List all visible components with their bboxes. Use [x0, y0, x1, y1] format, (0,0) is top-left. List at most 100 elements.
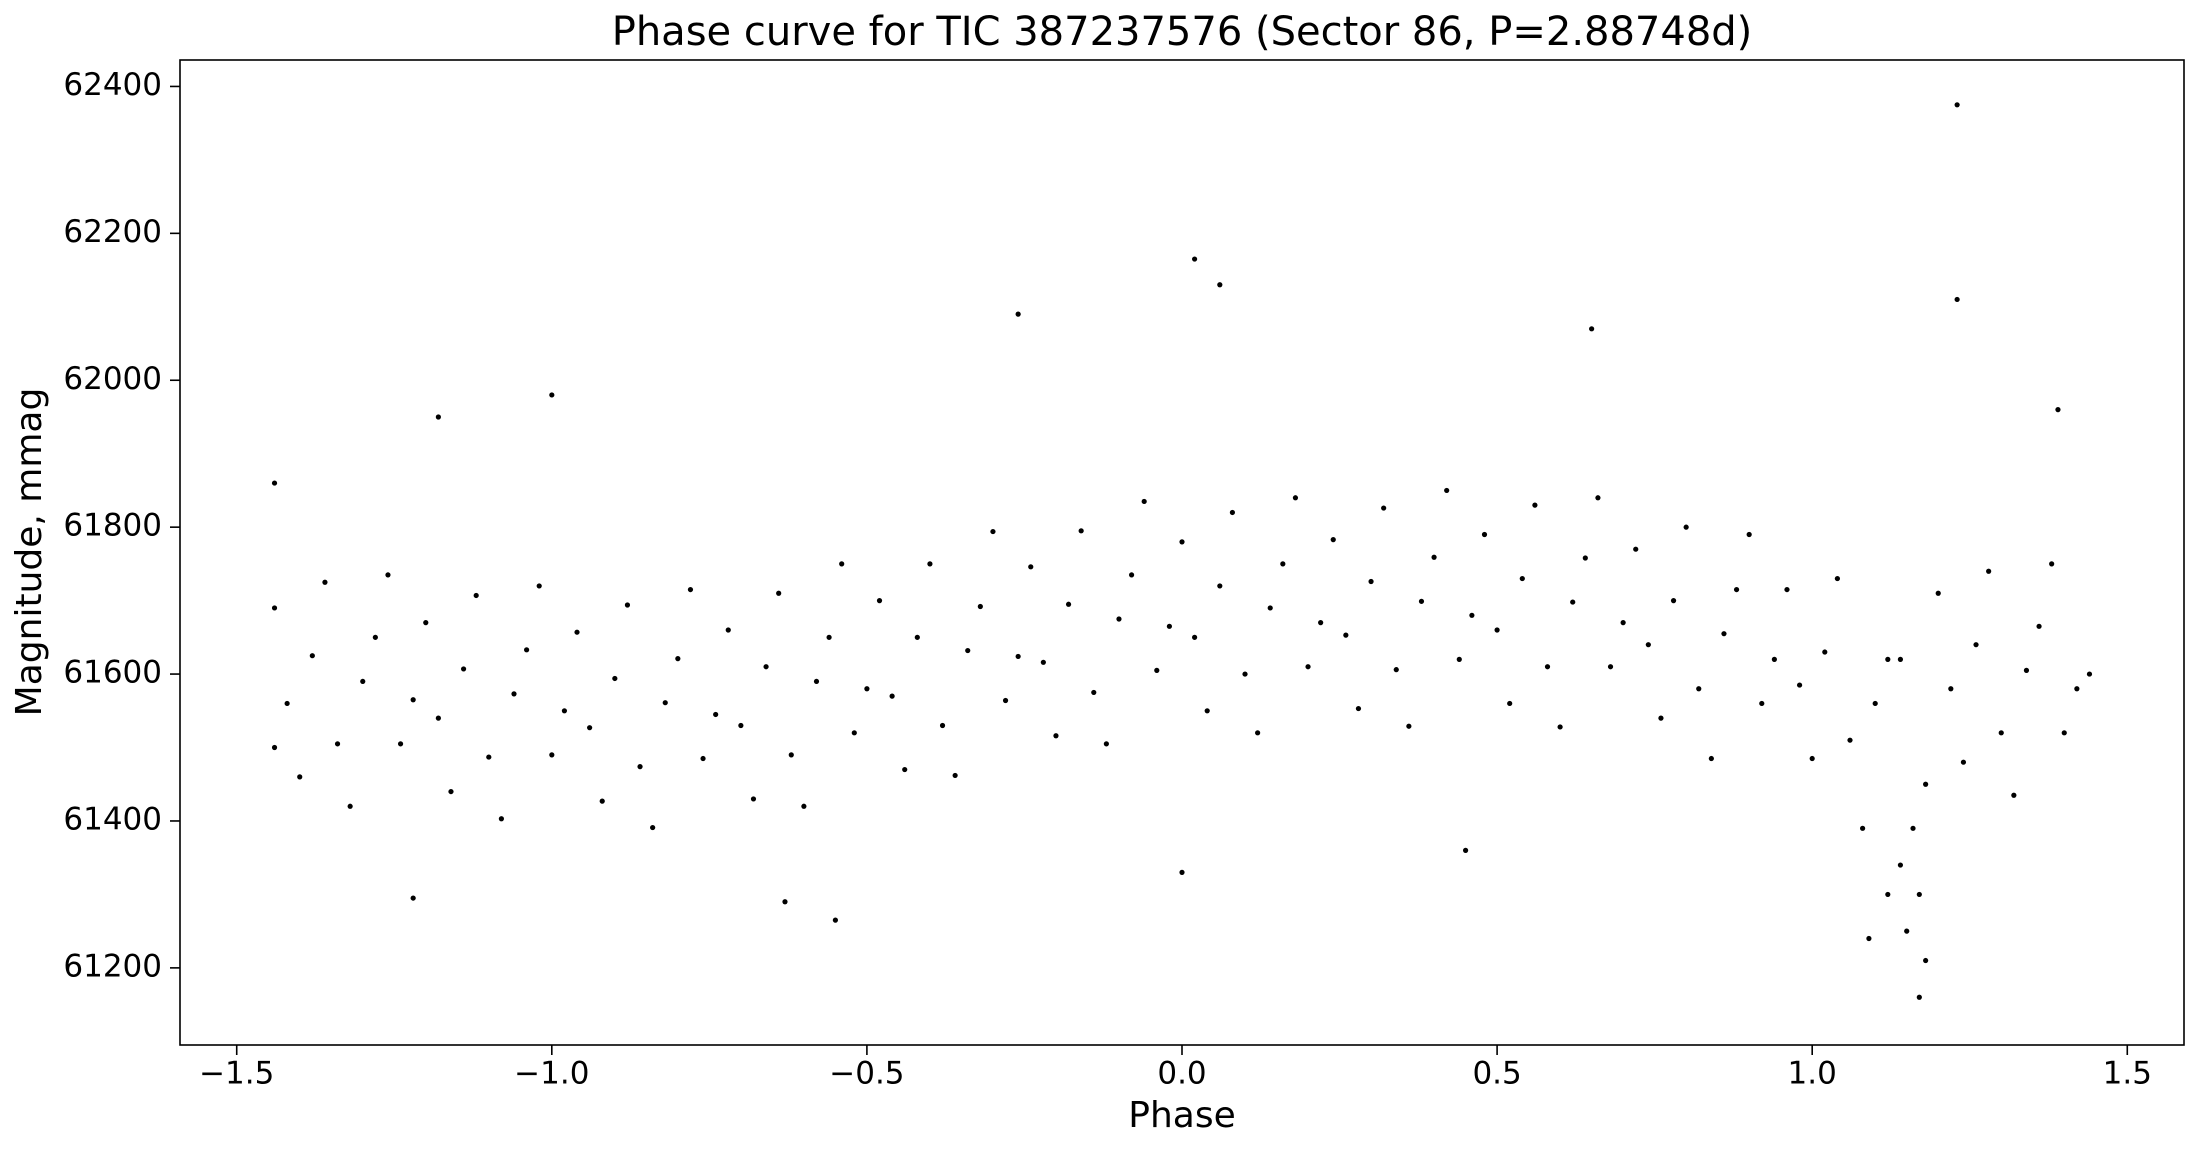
point [839, 561, 845, 567]
point [271, 480, 278, 486]
point [1683, 524, 1689, 530]
point [297, 774, 303, 780]
point [1910, 825, 1916, 831]
point [1091, 689, 1097, 696]
point [650, 824, 656, 831]
point [1065, 601, 1072, 607]
point [977, 603, 983, 610]
point [1986, 568, 1992, 574]
point [1116, 616, 1122, 622]
point [1860, 825, 1866, 831]
point [1103, 741, 1109, 747]
point [284, 700, 290, 707]
point [1658, 715, 1664, 721]
x-tick-label: 0.5 [1472, 1056, 1521, 1092]
point [1179, 539, 1185, 545]
point [524, 647, 530, 653]
point [410, 697, 416, 703]
point [1866, 935, 1872, 942]
point [1935, 590, 1941, 596]
point [536, 583, 542, 589]
point [1368, 578, 1374, 585]
y-tick-label: 61800 [63, 508, 162, 544]
point [1192, 256, 1198, 262]
point [549, 752, 555, 758]
point [1343, 632, 1349, 638]
axes-frame [179, 59, 2185, 1046]
point [549, 392, 555, 398]
point [1015, 653, 1021, 660]
point [1418, 598, 1425, 604]
point [322, 579, 328, 585]
point [1242, 671, 1248, 677]
point [1916, 891, 1922, 898]
point [1645, 642, 1651, 648]
point [1040, 659, 1046, 665]
y-axis-label: Magnitude, mmag [9, 388, 50, 717]
point [1721, 631, 1727, 637]
point [1708, 755, 1714, 762]
point [1292, 495, 1299, 501]
point [1784, 586, 1790, 593]
y-tick-label: 61600 [63, 655, 162, 691]
point [1759, 700, 1765, 707]
point [1897, 862, 1904, 868]
point [1954, 296, 1960, 303]
point [1229, 509, 1236, 516]
point [1406, 723, 1412, 729]
point [1557, 724, 1563, 730]
point [1002, 697, 1009, 704]
point [1904, 928, 1910, 934]
point [1885, 891, 1891, 898]
point [2055, 407, 2061, 413]
point [889, 693, 895, 699]
point [1998, 730, 2004, 736]
point [2086, 671, 2093, 677]
point [1469, 612, 1475, 618]
point [914, 634, 920, 640]
point [271, 605, 278, 611]
x-tick-label: −1.5 [199, 1056, 274, 1092]
point [1154, 667, 1160, 673]
point [851, 730, 857, 736]
point [864, 686, 870, 692]
point [1305, 664, 1311, 670]
point [2074, 686, 2080, 692]
y-tick-label: 62000 [63, 361, 162, 397]
point [1355, 705, 1362, 712]
point [347, 803, 353, 809]
point [2036, 623, 2042, 629]
point [1015, 311, 1021, 317]
point [1462, 847, 1469, 853]
point [738, 722, 744, 729]
point [675, 656, 681, 662]
point [1916, 994, 1922, 1000]
point [1633, 546, 1639, 552]
point [1267, 605, 1273, 611]
point [1696, 686, 1702, 692]
point [1923, 781, 1929, 787]
point [1330, 537, 1336, 543]
point [1746, 531, 1752, 538]
point [1318, 620, 1324, 626]
point [498, 816, 504, 822]
point [1544, 664, 1551, 670]
points [271, 102, 2093, 1000]
point [1595, 495, 1601, 501]
point [460, 666, 467, 672]
point [1217, 583, 1223, 589]
point [713, 711, 719, 718]
point [473, 592, 479, 599]
point [1897, 656, 1904, 662]
y-tick-label: 61200 [63, 948, 162, 984]
point [1431, 554, 1437, 560]
point [1078, 528, 1084, 534]
point [1822, 649, 1828, 655]
point [1607, 664, 1614, 670]
point [1028, 564, 1034, 570]
x-axis-label: Phase [1128, 1095, 1236, 1136]
point [599, 798, 605, 804]
point [1954, 102, 1960, 108]
y-tick-label: 62200 [63, 214, 162, 250]
